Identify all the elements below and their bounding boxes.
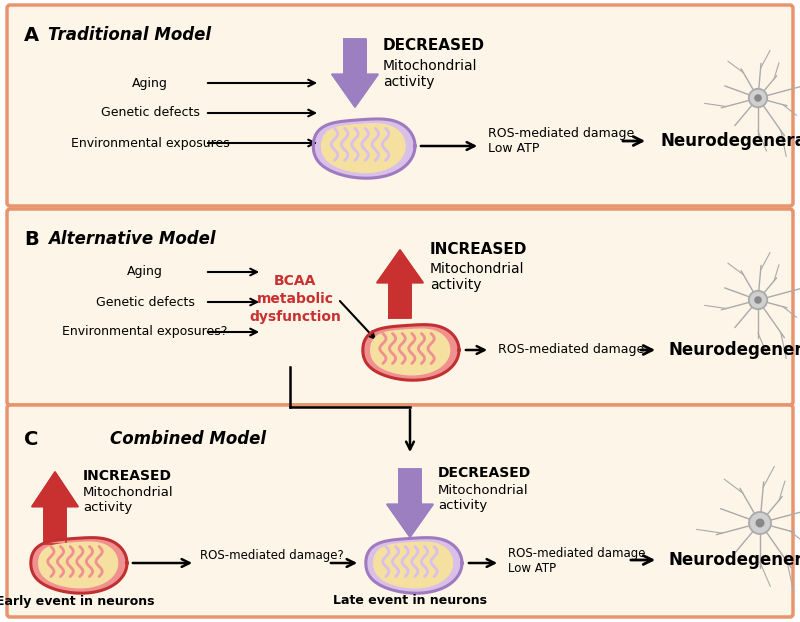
Polygon shape [332, 39, 378, 107]
Polygon shape [366, 537, 462, 593]
Polygon shape [377, 250, 423, 318]
Text: Genetic defects: Genetic defects [95, 295, 194, 309]
Polygon shape [363, 325, 459, 380]
Text: Environmental exposures?: Environmental exposures? [62, 325, 228, 338]
Polygon shape [314, 119, 415, 179]
Ellipse shape [755, 519, 765, 527]
Text: Environmental exposures: Environmental exposures [70, 136, 230, 149]
Polygon shape [38, 542, 118, 588]
Text: A: A [24, 26, 39, 45]
Text: activity: activity [83, 501, 132, 514]
Text: C: C [24, 430, 38, 449]
Ellipse shape [749, 290, 767, 309]
Text: Combined Model: Combined Model [110, 430, 266, 448]
Text: Mitochondrial: Mitochondrial [383, 59, 478, 73]
Text: Neurodegeneration: Neurodegeneration [660, 132, 800, 150]
Text: BCAA
metabolic
dysfunction: BCAA metabolic dysfunction [249, 274, 341, 325]
Text: Neurodegeneration: Neurodegeneration [668, 341, 800, 359]
Ellipse shape [754, 296, 762, 304]
Text: Aging: Aging [127, 266, 163, 279]
Polygon shape [387, 469, 433, 537]
Text: B: B [24, 230, 38, 249]
Text: Early event in neurons: Early event in neurons [0, 595, 154, 608]
Text: Late event in neurons: Late event in neurons [333, 595, 487, 608]
Text: Mitochondrial: Mitochondrial [83, 486, 174, 499]
Text: activity: activity [383, 75, 434, 89]
Text: Low ATP: Low ATP [488, 142, 539, 156]
Text: Mitochondrial: Mitochondrial [438, 483, 529, 496]
Ellipse shape [749, 512, 771, 534]
Text: activity: activity [438, 498, 487, 511]
Polygon shape [31, 537, 127, 593]
Text: DECREASED: DECREASED [383, 39, 485, 53]
Text: Low ATP: Low ATP [508, 562, 556, 575]
Polygon shape [32, 472, 78, 544]
Polygon shape [374, 542, 453, 588]
Text: DECREASED: DECREASED [438, 466, 531, 480]
Text: Neurodegeneration: Neurodegeneration [668, 551, 800, 569]
Ellipse shape [754, 94, 762, 102]
Text: ROS-mediated damage: ROS-mediated damage [498, 343, 644, 356]
Text: INCREASED: INCREASED [83, 469, 172, 483]
Polygon shape [370, 329, 450, 375]
Text: ROS-mediated damage?: ROS-mediated damage? [200, 549, 344, 562]
Text: INCREASED: INCREASED [430, 243, 527, 258]
Text: Genetic defects: Genetic defects [101, 106, 199, 119]
Text: Alternative Model: Alternative Model [48, 230, 216, 248]
Text: Aging: Aging [132, 77, 168, 90]
Text: Traditional Model: Traditional Model [48, 26, 211, 44]
Text: activity: activity [430, 278, 482, 292]
FancyBboxPatch shape [7, 209, 793, 405]
Text: Mitochondrial: Mitochondrial [430, 262, 525, 276]
Polygon shape [322, 124, 405, 172]
Text: ROS-mediated damage: ROS-mediated damage [508, 547, 646, 560]
FancyBboxPatch shape [7, 405, 793, 617]
Text: ROS-mediated damage: ROS-mediated damage [488, 126, 634, 139]
Ellipse shape [749, 89, 767, 107]
FancyBboxPatch shape [7, 5, 793, 206]
